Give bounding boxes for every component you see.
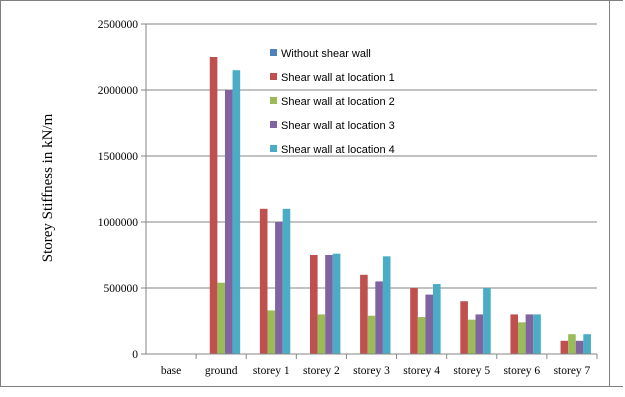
x-tick-label: ground bbox=[205, 365, 238, 377]
y-axis-label: Storey Stiffness in kN/m bbox=[40, 113, 56, 262]
axes bbox=[145, 24, 597, 355]
bar-storey-5-series-3 bbox=[467, 319, 476, 354]
bar-storey-4-series-5 bbox=[433, 284, 441, 354]
x-tick-label: storey 3 bbox=[353, 365, 390, 377]
bar-storey-3-series-3 bbox=[367, 315, 376, 354]
x-tick-label: storey 5 bbox=[453, 365, 490, 377]
bar-storey-3-series-5 bbox=[382, 256, 391, 354]
bar-ground-series-5 bbox=[232, 70, 241, 354]
bars bbox=[195, 57, 598, 359]
x-tick-label: storey 1 bbox=[253, 365, 290, 377]
bar-storey-1-series-4 bbox=[275, 222, 283, 354]
bar-storey-5-series-2 bbox=[460, 301, 468, 354]
bar-storey-5-series-4 bbox=[475, 314, 484, 354]
y-tick-labels: 0 500000 1000000 1500000 2000000 2500000 bbox=[98, 19, 139, 361]
chart-frame-right-edge bbox=[609, 0, 610, 387]
legend-swatch bbox=[270, 121, 277, 128]
bar-storey-5-series-5 bbox=[483, 288, 491, 354]
y-tick-label: 500000 bbox=[104, 283, 139, 295]
x-tick-label: storey 4 bbox=[403, 365, 440, 377]
bar-ground-series-3 bbox=[217, 282, 225, 354]
bar-ground-series-2 bbox=[209, 57, 218, 354]
legend-label: Without shear wall bbox=[281, 48, 371, 60]
legend-swatch bbox=[270, 97, 277, 104]
bar-storey-4-series-3 bbox=[417, 317, 426, 354]
y-tick-label: 0 bbox=[132, 349, 138, 361]
x-tick-label: storey 7 bbox=[554, 365, 591, 377]
bar-storey-3-series-4 bbox=[375, 281, 383, 354]
bar-storey-6-series-2 bbox=[510, 314, 519, 354]
bar-storey-7-series-4 bbox=[575, 340, 584, 354]
bar-storey-2-series-4 bbox=[325, 255, 333, 354]
bar-storey-3-series-2 bbox=[360, 274, 368, 354]
bar-storey-2-series-2 bbox=[309, 255, 318, 354]
x-tick-label: base bbox=[161, 365, 181, 377]
legend-swatch bbox=[270, 73, 277, 80]
bar-storey-4-series-4 bbox=[425, 294, 434, 354]
y-tick-label: 2000000 bbox=[98, 85, 139, 97]
y-tick-label: 2500000 bbox=[98, 19, 139, 31]
legend-label: Shear wall at location 3 bbox=[281, 120, 395, 132]
legend-label: Shear wall at location 4 bbox=[281, 144, 395, 156]
y-tick-label: 1000000 bbox=[98, 217, 139, 229]
bar-storey-4-series-2 bbox=[410, 288, 418, 354]
bar-storey-1-series-5 bbox=[282, 208, 291, 354]
bar-storey-1-series-3 bbox=[267, 310, 276, 354]
legend-label: Shear wall at location 2 bbox=[281, 96, 395, 108]
bar-storey-2-series-5 bbox=[332, 253, 341, 354]
bar-storey-6-series-5 bbox=[533, 314, 541, 354]
bar-storey-2-series-3 bbox=[317, 314, 326, 354]
y-tick-label: 1500000 bbox=[98, 151, 139, 163]
bar-storey-1-series-2 bbox=[259, 208, 268, 354]
legend-swatch bbox=[270, 49, 277, 56]
legend: Without shear wall Shear wall at location… bbox=[270, 48, 395, 156]
legend-swatch bbox=[270, 145, 277, 152]
bar-storey-6-series-4 bbox=[525, 314, 534, 354]
bar-ground-series-4 bbox=[224, 90, 233, 354]
bar-storey-7-series-5 bbox=[583, 334, 591, 354]
x-tick-label: storey 2 bbox=[303, 365, 340, 377]
x-tick-label: storey 6 bbox=[503, 365, 540, 377]
bar-storey-7-series-2 bbox=[560, 340, 569, 354]
bar-storey-7-series-3 bbox=[568, 334, 576, 354]
legend-label: Shear wall at location 1 bbox=[281, 72, 395, 84]
bar-storey-6-series-3 bbox=[518, 322, 526, 354]
x-tick-labels: base ground storey 1 storey 2 storey 3 storey… bbox=[161, 365, 591, 377]
